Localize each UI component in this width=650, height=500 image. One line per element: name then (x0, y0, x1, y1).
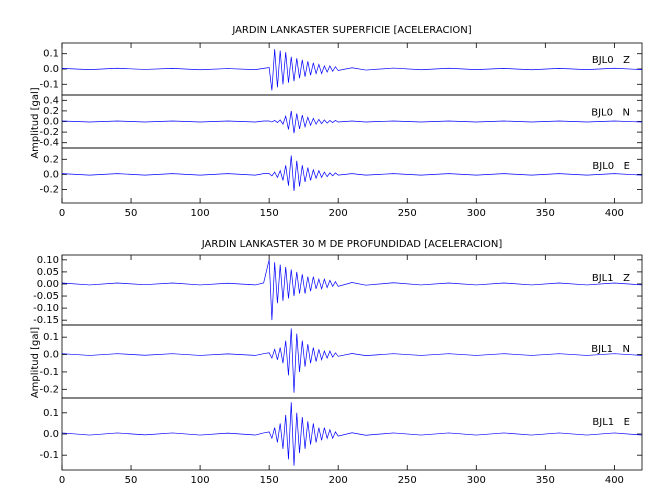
panel-frame (61, 254, 643, 326)
x-tick-label: 250 (398, 475, 417, 486)
y-tick-label: -0.1 (39, 450, 59, 461)
trace-label: BJL0 Z (592, 55, 630, 66)
y-tick-label: -0.10 (33, 303, 59, 314)
x-tick-label: 0 (59, 208, 65, 219)
y-tick-label: 0.1 (43, 408, 59, 419)
y-axis-label: Amplitud [gal] (30, 327, 41, 398)
trace-label: BJL1 Z (592, 273, 630, 284)
x-tick-label: 200 (329, 208, 348, 219)
y-tick-label: 0.1 (43, 49, 59, 60)
trace-label: BJL1 E (592, 417, 630, 428)
y-tick-label: 0.0 (43, 169, 59, 180)
y-tick-label: 0.2 (43, 106, 59, 117)
x-tick-label: 300 (467, 475, 486, 486)
y-tick-label: 0.0 (43, 117, 59, 128)
x-tick-label: 350 (536, 475, 555, 486)
x-tick-label: 400 (605, 475, 624, 486)
y-tick-label: 0.00 (37, 279, 59, 290)
y-tick-label: -0.1 (39, 79, 59, 90)
y-tick-label: 0.0 (43, 64, 59, 75)
chart-title: JARDIN LANKASTER SUPERFICIE [ACELERACION… (231, 25, 471, 36)
y-axis-label: Amplitud [gal] (30, 87, 41, 158)
trace-label: BJL1 N (591, 344, 630, 355)
y-tick-label: 0.4 (43, 95, 59, 106)
y-tick-label: -0.2 (39, 384, 59, 395)
trace-label: BJL0 E (592, 161, 630, 172)
y-tick-label: -0.05 (33, 291, 59, 302)
y-tick-label: 0.05 (37, 267, 59, 278)
trace (61, 259, 643, 321)
x-tick-label: 150 (260, 208, 279, 219)
y-tick-label: -0.2 (39, 184, 59, 195)
trace (61, 402, 643, 466)
trace (61, 110, 643, 134)
panel-frame (61, 94, 643, 149)
y-tick-label: 0.0 (43, 350, 59, 361)
x-tick-label: 200 (329, 475, 348, 486)
trace (61, 49, 643, 91)
trace (61, 328, 643, 393)
panel-frame (61, 397, 643, 471)
x-tick-label: 0 (59, 475, 65, 486)
y-tick-label: -0.1 (39, 367, 59, 378)
x-tick-label: 300 (467, 208, 486, 219)
x-tick-label: 250 (398, 208, 417, 219)
trace (61, 155, 643, 191)
x-tick-label: 50 (125, 208, 138, 219)
y-tick-label: 0.1 (43, 332, 59, 343)
y-tick-label: -0.15 (33, 315, 59, 326)
y-tick-label: -0.2 (39, 127, 59, 138)
y-tick-label: 0.2 (43, 154, 59, 165)
x-tick-label: 50 (125, 475, 138, 486)
x-tick-label: 100 (191, 208, 210, 219)
trace-label: BJL0 N (591, 107, 630, 118)
chart-title: JARDIN LANKASTER 30 M DE PROFUNDIDAD [AC… (201, 239, 503, 250)
x-tick-label: 150 (260, 475, 279, 486)
panel-frame (61, 324, 643, 399)
x-tick-label: 350 (536, 208, 555, 219)
y-tick-label: 0.10 (37, 255, 59, 266)
y-tick-label: 0.0 (43, 429, 59, 440)
panel-frame (61, 147, 643, 204)
x-tick-label: 400 (605, 208, 624, 219)
x-tick-label: 100 (191, 475, 210, 486)
y-tick-label: -0.4 (39, 138, 59, 149)
